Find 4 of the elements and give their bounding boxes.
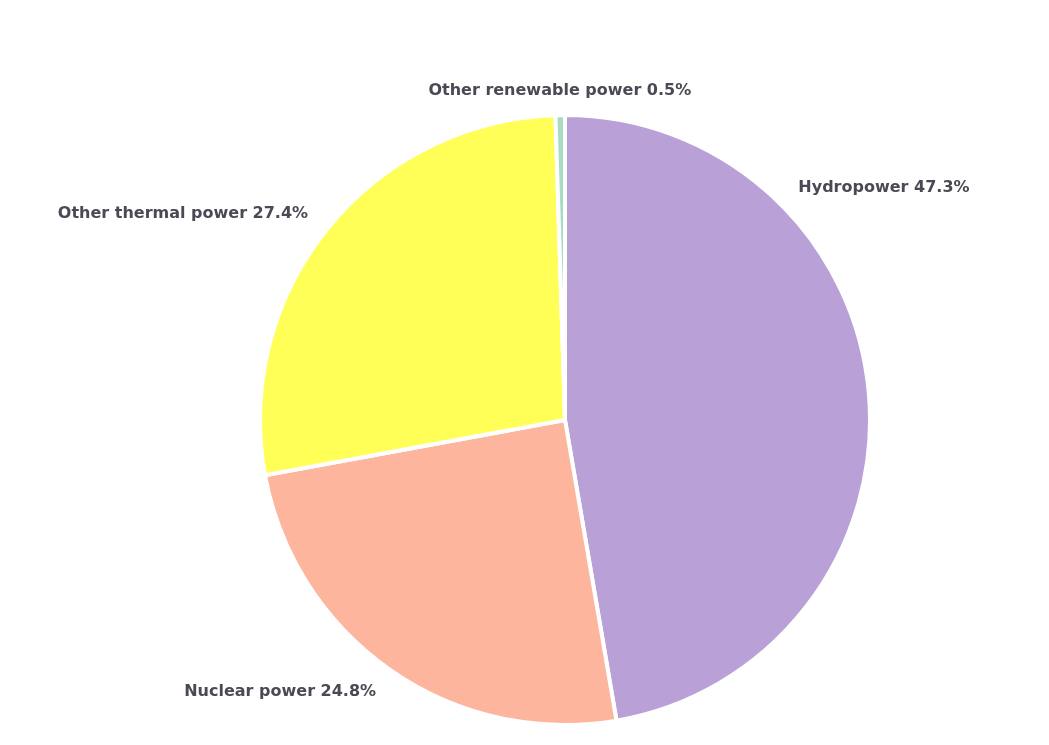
slice-label: Other thermal power 27.4% (57, 202, 309, 222)
slice-label: Other renewable power 0.5% (428, 80, 692, 100)
slice-label: Nuclear power 24.8% (184, 680, 377, 700)
slice-label: Hydropower 47.3% (798, 176, 970, 196)
